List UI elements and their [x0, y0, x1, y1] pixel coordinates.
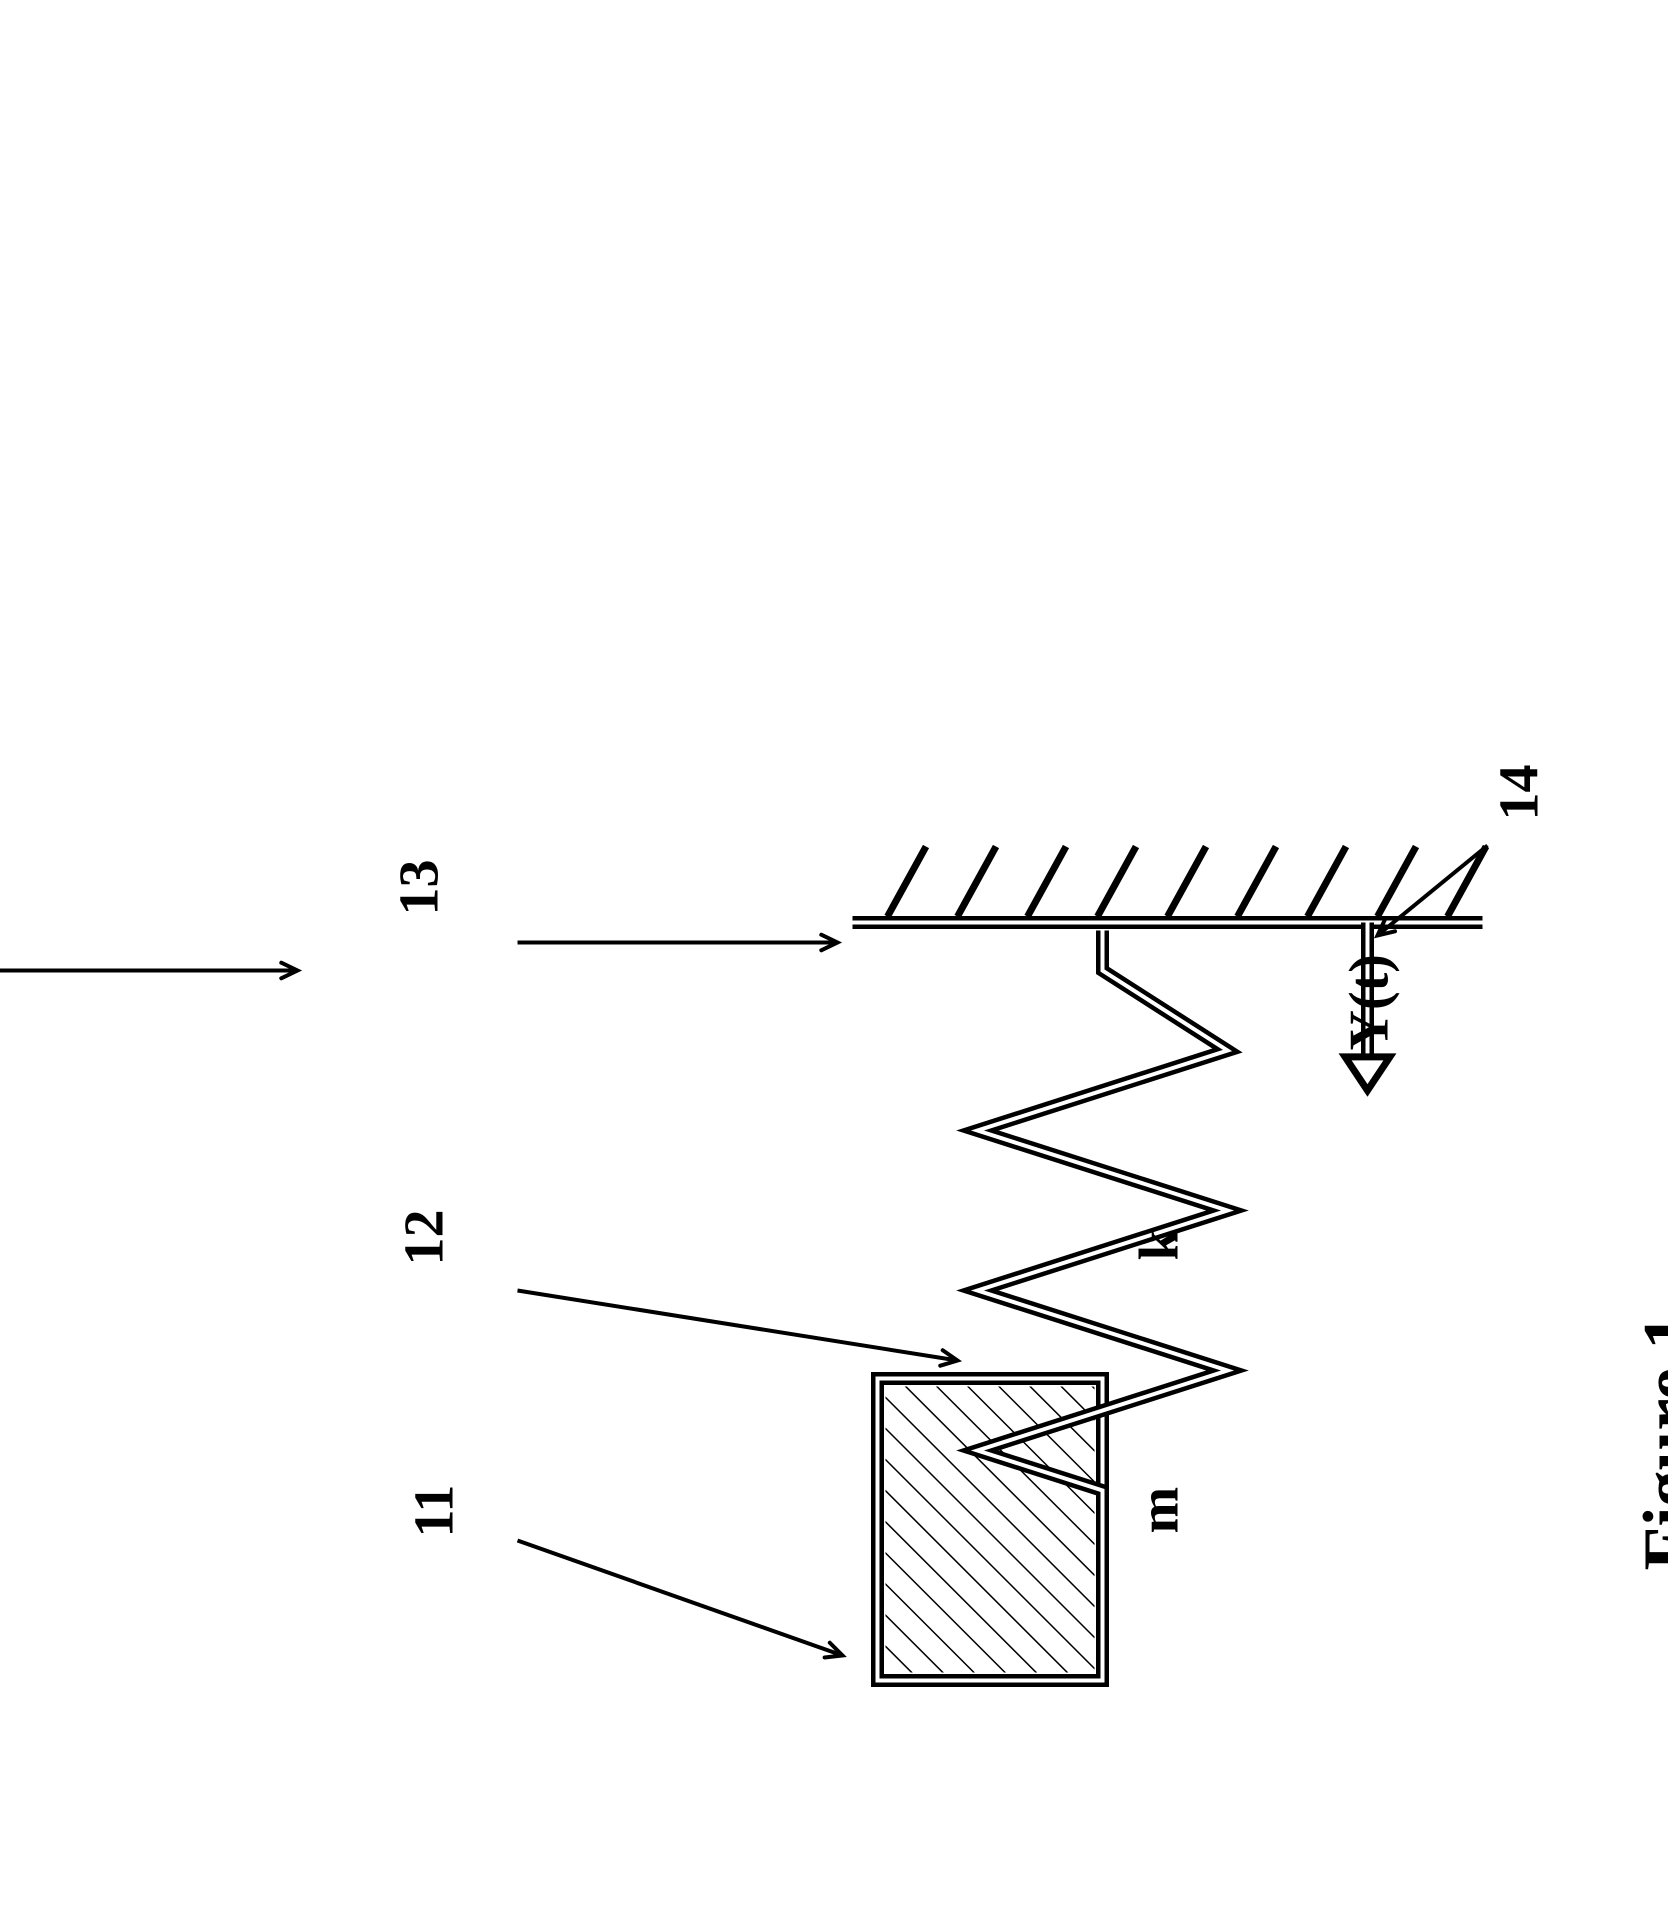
ref-label-12: 12 [394, 1210, 456, 1266]
ref-label-13: 13 [389, 860, 451, 916]
mass-block: m [878, 1379, 1191, 1681]
mass-label: m [1129, 1487, 1191, 1534]
excitation-arrow: Y(t) [1339, 923, 1401, 1091]
leader-lines [0, 846, 1488, 1658]
ref-label-11: 11 [404, 1485, 466, 1538]
ground [853, 847, 1487, 923]
excitation-label: Y(t) [1339, 954, 1401, 1050]
figure-caption: Figure 1 [1629, 1314, 1668, 1571]
ref-label-14: 14 [1489, 765, 1551, 821]
spring-label: k [1129, 1229, 1191, 1261]
